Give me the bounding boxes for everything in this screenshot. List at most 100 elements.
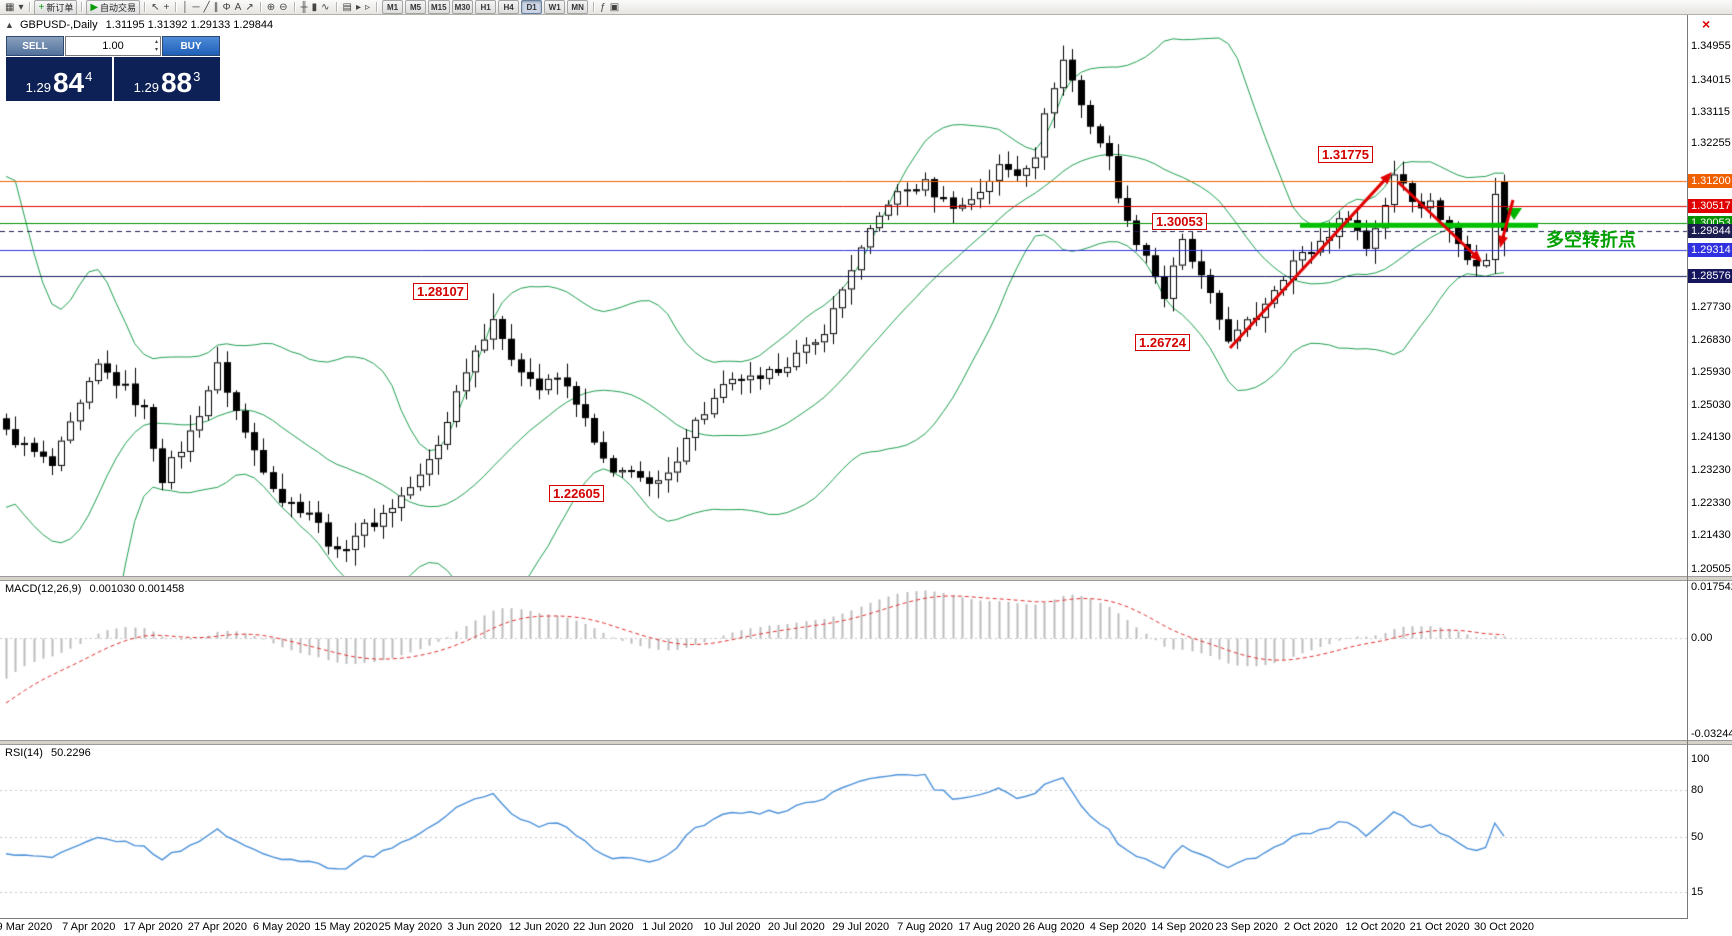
ask-pip-digit: 3 — [193, 69, 201, 84]
price-axis-badge: 1.31200 — [1688, 174, 1732, 189]
price-annotation[interactable]: 1.31775 — [1318, 146, 1373, 163]
channel-icon: ∥ — [213, 1, 219, 13]
crosshair-icon: + — [163, 1, 170, 13]
cursor-icon[interactable]: ↖ — [149, 1, 161, 14]
bid-prefix: 1.29 — [25, 80, 51, 95]
chart-close-icon[interactable]: × — [1702, 16, 1711, 32]
rsi-name: RSI(14) — [5, 747, 43, 759]
volume-input[interactable]: 1.00 ▴ ▾ — [65, 36, 161, 56]
date-axis-label: 12 Jun 2020 — [508, 921, 570, 933]
price-annotation[interactable]: 1.22605 — [549, 485, 604, 502]
volume-stepper[interactable]: ▴ ▾ — [155, 38, 158, 54]
stepper-down-icon[interactable]: ▾ — [154, 47, 158, 53]
toolbar: ▦ ▾ + 新订单 ▶ 自动交易 ↖ + │ ─ ╱ ∥ Φ A ↗ ⊕ ⊖ ╫ ▮ ∿ ▤ ▸ ▹ M1 M5 M15 M30 H1… — [0, 0, 1732, 15]
new-chart-icon: ▦ — [5, 1, 15, 13]
timeframe-d1-button[interactable]: D1 — [521, 0, 543, 14]
timeframe-w1-button[interactable]: W1 — [544, 0, 566, 14]
price-axis-label: 1.32255 — [1691, 137, 1731, 150]
rsi-axis-label: 100 — [1691, 753, 1710, 765]
price-annotation[interactable]: 1.28107 — [413, 283, 468, 300]
date-axis-label: 17 Aug 2020 — [958, 921, 1021, 933]
rsi-axis-label: 50 — [1691, 831, 1704, 843]
fibonacci-icon: Φ — [222, 1, 231, 13]
macd-label: MACD(12,26,9) 0.001030 0.001458 — [5, 583, 184, 595]
trendline-icon: ╱ — [203, 1, 210, 13]
channel-icon[interactable]: ∥ — [212, 1, 221, 14]
price-axis-line — [1687, 14, 1688, 919]
new-order-icon[interactable]: + 新订单 — [34, 0, 78, 15]
zoom-in-icon: ⊕ — [266, 1, 276, 13]
autotrading-icon-label: 自动交易 — [100, 2, 137, 13]
date-axis-label: 17 Apr 2020 — [123, 921, 183, 933]
price-axis-label: 1.25030 — [1691, 398, 1731, 411]
fibonacci-icon[interactable]: Φ — [221, 1, 233, 14]
templates-icon[interactable]: ▣ — [608, 1, 621, 14]
line-chart-icon[interactable]: ∿ — [319, 1, 331, 14]
candlestick-chart-icon[interactable]: ▮ — [310, 1, 320, 14]
toolbar-separator — [293, 2, 295, 12]
tile-windows-icon: ▤ — [342, 1, 352, 13]
one-click-collapse-icon[interactable]: ▲ — [5, 20, 14, 30]
macd-axis-label: 0.017542 — [1691, 581, 1732, 593]
date-axis-label: 10 Jul 2020 — [703, 921, 761, 933]
text-label-icon[interactable]: A — [233, 1, 244, 14]
arrow-tools-icon: ↗ — [245, 1, 254, 13]
price-axis-badge: 1.28576 — [1688, 269, 1732, 284]
horizontal-line-icon[interactable]: ─ — [191, 1, 202, 14]
chart-title: ▲ GBPUSD-,Daily 1.31195 1.31392 1.29133 … — [5, 19, 273, 31]
timeframe-m1-button[interactable]: M1 — [382, 0, 404, 14]
indicators-icon[interactable]: ƒ — [598, 1, 608, 14]
ask-price[interactable]: 1.29 88 3 — [114, 57, 220, 101]
panel-splitter[interactable] — [0, 576, 1732, 581]
timeframe-m5-button[interactable]: M5 — [405, 0, 427, 14]
price-annotation[interactable]: 1.26724 — [1135, 334, 1190, 351]
toolbar-separator — [29, 2, 31, 12]
price-axis-label: 1.34955 — [1691, 39, 1731, 52]
date-axis-label: 29 Jul 2020 — [832, 921, 890, 933]
date-axis-label: 20 Jul 2020 — [767, 921, 825, 933]
date-axis-label: 12 Oct 2020 — [1345, 921, 1406, 933]
price-axis-label: 1.27730 — [1691, 301, 1731, 314]
trendline-icon[interactable]: ╱ — [202, 1, 212, 14]
chart-shift-icon[interactable]: ▹ — [363, 1, 372, 14]
bid-big-digits: 84 — [52, 67, 85, 98]
date-axis-label: 26 Aug 2020 — [1022, 921, 1085, 933]
timeframe-mn-button[interactable]: MN — [567, 0, 589, 14]
price-annotation[interactable]: 1.30053 — [1152, 213, 1207, 230]
crosshair-icon[interactable]: + — [161, 1, 171, 14]
rsi-value: 50.2296 — [50, 747, 91, 759]
timeframe-m30-button[interactable]: M30 — [451, 0, 474, 14]
timeframe-m15-button[interactable]: M15 — [428, 0, 450, 14]
bid-price[interactable]: 1.29 84 4 — [6, 57, 112, 101]
date-axis-label: 15 May 2020 — [314, 921, 378, 933]
chart-dropdown-icon[interactable]: ▾ — [16, 1, 25, 14]
zoom-in-icon[interactable]: ⊕ — [265, 1, 277, 14]
zoom-out-icon[interactable]: ⊖ — [277, 1, 289, 14]
bar-chart-icon[interactable]: ╫ — [299, 1, 310, 14]
macd-values: 0.001030 0.001458 — [89, 583, 185, 595]
price-axis-badge: 1.29314 — [1688, 242, 1732, 257]
price-axis-label: 1.23230 — [1691, 463, 1731, 476]
date-axis-label: 2 Oct 2020 — [1284, 921, 1338, 933]
autotrading-icon[interactable]: ▶ 自动交易 — [86, 0, 141, 15]
zoom-out-icon: ⊖ — [279, 1, 288, 13]
panel-splitter[interactable] — [0, 740, 1732, 745]
templates-icon: ▣ — [609, 1, 620, 13]
price-axis-label: 1.33115 — [1691, 106, 1730, 119]
auto-scroll-icon: ▸ — [355, 1, 361, 13]
stepper-up-icon[interactable]: ▴ — [154, 39, 158, 45]
buy-button[interactable]: BUY — [162, 36, 220, 56]
timeframe-h4-button[interactable]: H4 — [498, 0, 520, 14]
sell-button[interactable]: SELL — [6, 36, 64, 56]
vertical-line-icon[interactable]: │ — [180, 1, 190, 14]
timeframe-h1-button[interactable]: H1 — [475, 0, 497, 14]
new-chart-icon[interactable]: ▦ — [3, 1, 16, 14]
symbol-period-label: GBPUSD-,Daily — [19, 19, 98, 31]
auto-scroll-icon[interactable]: ▸ — [354, 1, 363, 14]
bid-pip-digit: 4 — [85, 69, 93, 84]
arrow-tools-icon[interactable]: ↗ — [243, 1, 255, 14]
toolbar-separator — [144, 2, 146, 12]
tile-windows-icon[interactable]: ▤ — [341, 1, 354, 14]
price-axis-label: 1.20505 — [1691, 562, 1731, 575]
